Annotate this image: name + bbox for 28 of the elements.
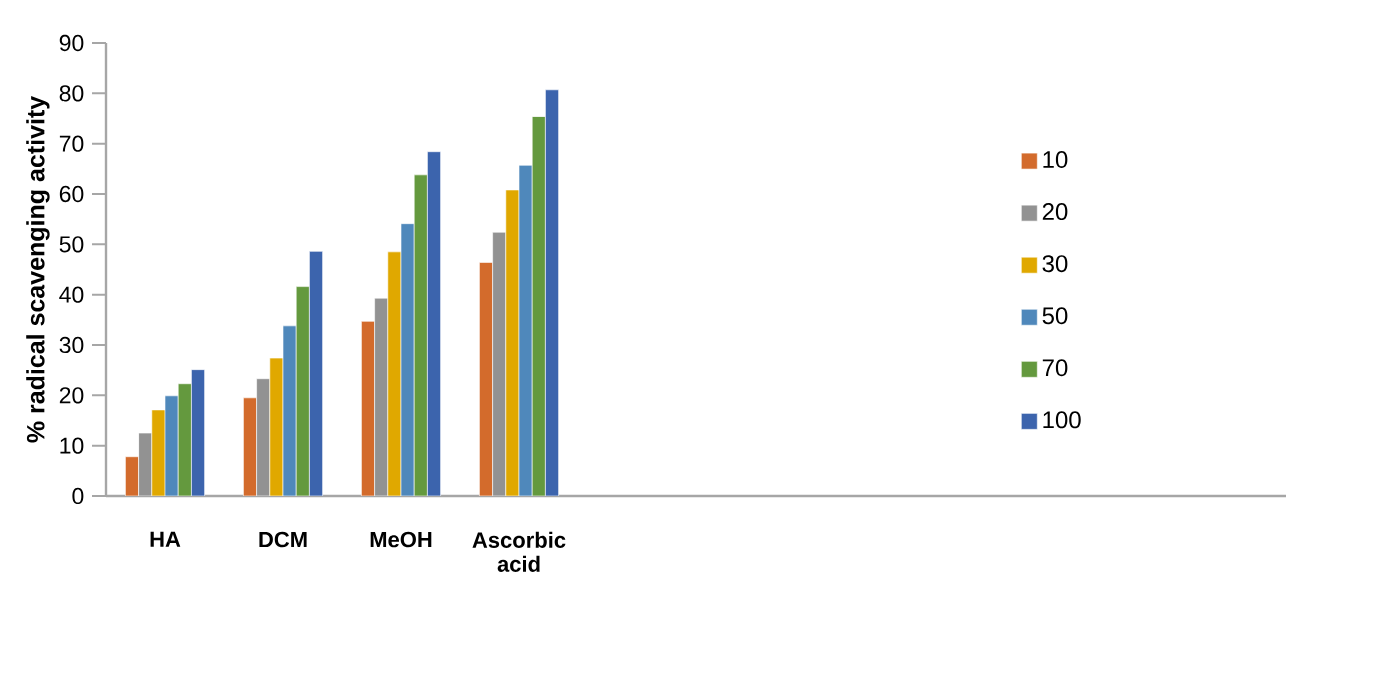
- y-tick-label: 0: [72, 487, 84, 505]
- x-tick-label: HA: [150, 531, 181, 547]
- x-tick-label: MeOH: [370, 531, 432, 548]
- legend-label: 30: [1042, 255, 1068, 273]
- bar: [256, 378, 271, 496]
- bar: [413, 174, 428, 496]
- legend-label: 50: [1042, 307, 1068, 325]
- y-tick-label: 70: [59, 135, 84, 152]
- bar: [492, 231, 507, 496]
- y-axis-title: % radical scavenging activity: [26, 95, 50, 443]
- x-tick-label: DCM: [259, 531, 307, 548]
- legend-label: 10: [1043, 151, 1068, 169]
- y-tick-label: 10: [60, 437, 84, 454]
- y-tick-label: 90: [59, 34, 84, 52]
- bar: [374, 297, 389, 496]
- y-tick-label: 80: [59, 85, 84, 102]
- legend-label: 70: [1042, 359, 1068, 377]
- bar: [177, 383, 192, 496]
- bar: [531, 116, 546, 496]
- legend-label: 20: [1042, 203, 1068, 221]
- y-tick-label: 20: [59, 387, 84, 404]
- legend-label: 100: [1043, 411, 1081, 429]
- y-tick-label: 30: [59, 336, 84, 354]
- x-tick-label: Ascorbic acid: [472, 531, 566, 572]
- y-tick-label: 50: [59, 236, 84, 253]
- y-tick-label: 40: [59, 286, 84, 303]
- bar: [295, 286, 310, 496]
- y-tick-label: 60: [59, 185, 84, 203]
